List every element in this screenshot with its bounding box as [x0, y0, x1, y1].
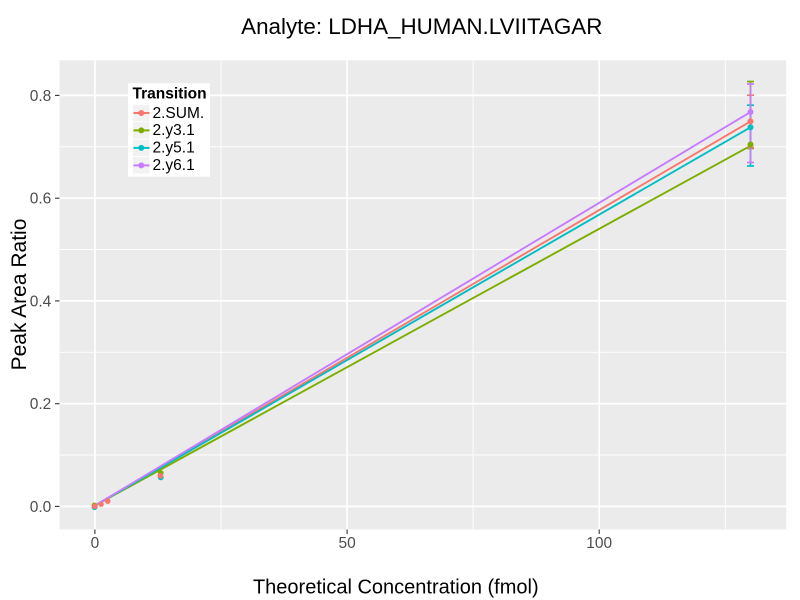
- svg-text:2.y6.1: 2.y6.1: [153, 157, 195, 174]
- svg-text:100: 100: [586, 535, 612, 552]
- svg-text:0.0: 0.0: [30, 499, 52, 516]
- svg-text:50: 50: [338, 535, 356, 552]
- svg-text:Analyte: LDHA_HUMAN.LVIITAGAR: Analyte: LDHA_HUMAN.LVIITAGAR: [241, 14, 602, 39]
- svg-text:Theoretical Concentration (fmo: Theoretical Concentration (fmol): [253, 576, 539, 598]
- svg-text:0: 0: [91, 535, 100, 552]
- svg-text:Transition: Transition: [133, 86, 207, 103]
- svg-text:0.2: 0.2: [30, 396, 52, 413]
- svg-text:0.4: 0.4: [30, 293, 52, 310]
- svg-text:0.6: 0.6: [30, 191, 52, 208]
- svg-text:Peak Area Ratio: Peak Area Ratio: [8, 219, 31, 371]
- svg-text:2.y3.1: 2.y3.1: [153, 122, 195, 139]
- svg-text:2.y5.1: 2.y5.1: [153, 140, 195, 157]
- svg-text:0.8: 0.8: [30, 88, 52, 105]
- svg-text:2.SUM.: 2.SUM.: [153, 105, 205, 122]
